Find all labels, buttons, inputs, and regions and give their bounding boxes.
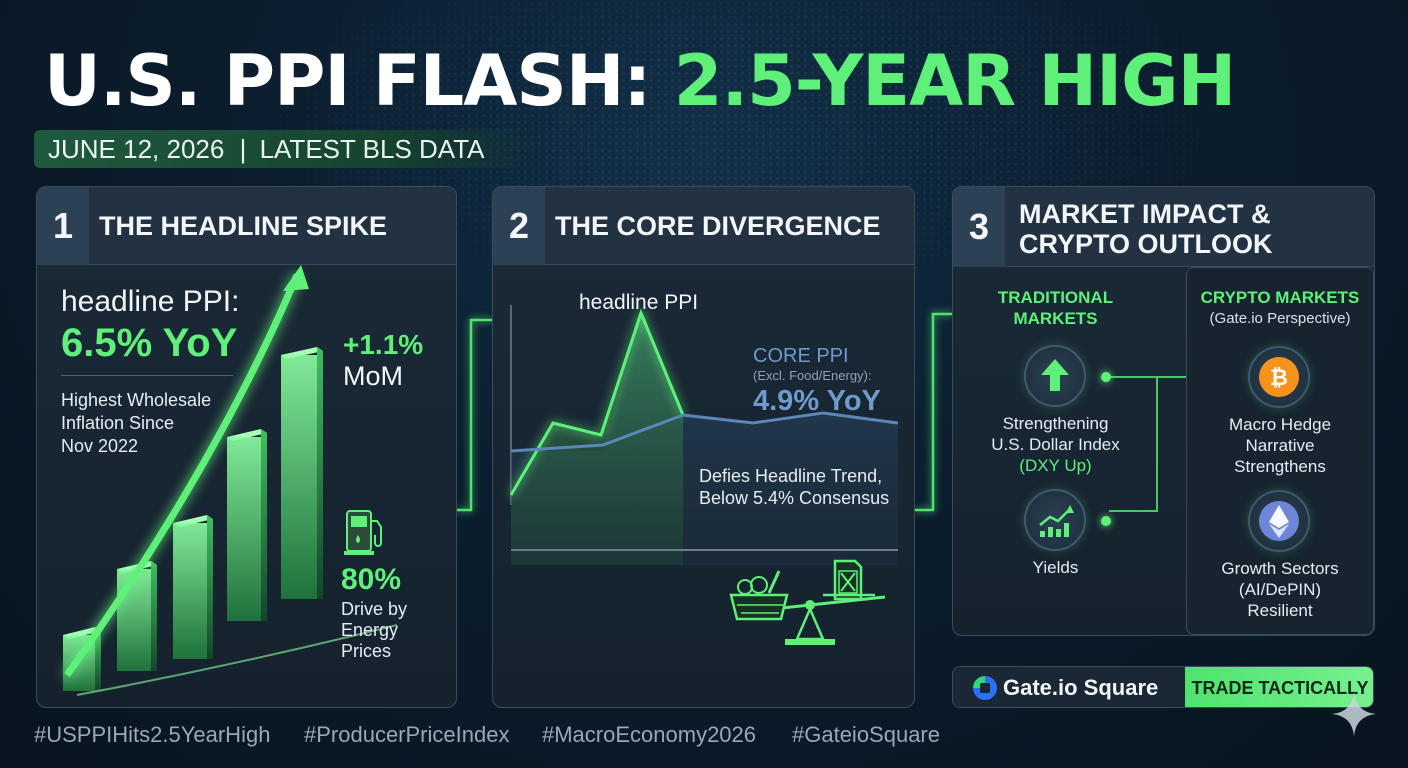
trend-arrow-head <box>283 265 309 291</box>
bar-4 <box>227 429 267 621</box>
headline-ppi-label: headline PPI <box>579 291 699 314</box>
source-text: LATEST BLS DATA <box>259 134 485 164</box>
gate-logo-icon <box>973 676 997 700</box>
sparkle-icon <box>1332 692 1376 736</box>
metric-divider <box>61 375 233 376</box>
hashtag-2[interactable]: #ProducerPriceIndex <box>304 722 510 747</box>
panel-1-header: 1 THE HEADLINE SPIKE <box>37 187 456 265</box>
title-white: U.S. PPI FLASH: <box>44 40 651 122</box>
balance-scale-icon <box>729 559 886 645</box>
chart-baseline <box>511 549 898 551</box>
panel-1-number: 1 <box>37 187 89 265</box>
fuel-pump-icon <box>344 510 382 555</box>
mom-label: MoM <box>343 361 403 391</box>
headline-metric-label: headline PPI: <box>61 285 240 318</box>
bitcoin-icon: ₿ <box>1248 346 1310 408</box>
title-green: 2.5-YEAR HIGH <box>673 40 1236 122</box>
panel-2-number: 2 <box>493 187 545 265</box>
bar-3 <box>173 515 213 659</box>
panel-3-number: 3 <box>953 187 1005 267</box>
crypto-heading: CRYPTO MARKETS <box>1200 288 1360 307</box>
panel-2-header: 2 THE CORE DIVERGENCE <box>493 187 914 265</box>
panel-3-header: 3 MARKET IMPACT & CRYPTO OUTLOOK <box>953 187 1374 267</box>
crypto-subheading: (Gate.io Perspective) <box>1209 310 1351 327</box>
panel-connector-1-2 <box>457 318 493 512</box>
bar-5 <box>281 347 323 599</box>
panel-core-divergence: 2 THE CORE DIVERGENCE headline PPI CORE … <box>492 186 915 708</box>
hashtag-4[interactable]: #GateioSquare <box>792 722 940 747</box>
gate-square-cta[interactable]: Gate.io Square TRADE TACTICALLY <box>952 666 1374 708</box>
fuel-can-icon <box>823 559 875 601</box>
svg-text:₿: ₿ <box>1270 366 1288 391</box>
rising-bars-graphic <box>63 265 398 696</box>
panel-market-impact: 3 MARKET IMPACT & CRYPTO OUTLOOK TRADITI… <box>952 186 1375 636</box>
macro-hedge-text: Macro Hedge Narrative Strengthens <box>1228 415 1332 476</box>
gate-brand: Gate.io Square <box>1003 675 1159 700</box>
connector-dot <box>1101 516 1111 526</box>
trend-note: Defies Headline Trend, Below 5.4% Consen… <box>699 466 890 508</box>
hashtag-1[interactable]: #USPPIHits2.5YearHigh <box>34 722 271 747</box>
crypto-subpanel: CRYPTO MARKETS (Gate.io Perspective) ₿ M… <box>1186 267 1374 635</box>
headline-ppi-line <box>509 308 685 496</box>
core-ppi-note: (Excl. Food/Energy): <box>753 368 872 383</box>
headline-description: Highest Wholesale Inflation Since Nov 20… <box>61 390 212 456</box>
core-ppi-value: 4.9% YoY <box>753 385 881 417</box>
panel-3-title: MARKET IMPACT & CRYPTO OUTLOOK <box>1019 199 1273 259</box>
panel-2-title: THE CORE DIVERGENCE <box>555 211 881 241</box>
panel-headline-spike: 1 THE HEADLINE SPIKE <box>36 186 457 708</box>
date-text: JUNE 12, 2026 <box>48 134 225 164</box>
yields-text: Yields <box>1032 558 1079 577</box>
panel-1-title: THE HEADLINE SPIKE <box>99 211 388 241</box>
arrow-up-icon <box>1024 345 1086 407</box>
mom-value: +1.1% <box>343 329 424 360</box>
divergence-chart <box>509 305 899 565</box>
core-ppi-line <box>510 411 899 453</box>
core-ppi-label: CORE PPI <box>753 345 849 367</box>
trend-arrow-line <box>64 273 301 678</box>
panel-connector-2-3 <box>915 312 953 512</box>
connector-dot <box>1101 372 1111 382</box>
headline-metric-value: 6.5% YoY <box>61 321 238 365</box>
dollar-index-text: Strengthening U.S. Dollar Index (DXY Up) <box>991 414 1120 475</box>
trade-tactically-button[interactable]: TRADE TACTICALLY <box>1185 667 1373 707</box>
traditional-heading: TRADITIONAL MARKETS <box>997 288 1114 328</box>
date-separator: | <box>239 134 247 164</box>
energy-value: 80% <box>341 563 402 596</box>
date-band: JUNE 12, 2026 | LATEST BLS DATA <box>34 130 534 168</box>
rising-bar-chart-icon <box>1024 489 1086 551</box>
energy-description: Drive by Energy Prices <box>341 599 408 661</box>
grocery-basket-icon <box>729 570 789 621</box>
page-title: U.S. PPI FLASH: 2.5-YEAR HIGH <box>44 36 1374 126</box>
hashtag-3[interactable]: #MacroEconomy2026 <box>542 722 757 747</box>
bar-2 <box>117 561 157 671</box>
growth-sectors-text: Growth Sectors (AI/DePIN) Resilient <box>1221 559 1339 620</box>
ethereum-icon <box>1248 490 1310 552</box>
